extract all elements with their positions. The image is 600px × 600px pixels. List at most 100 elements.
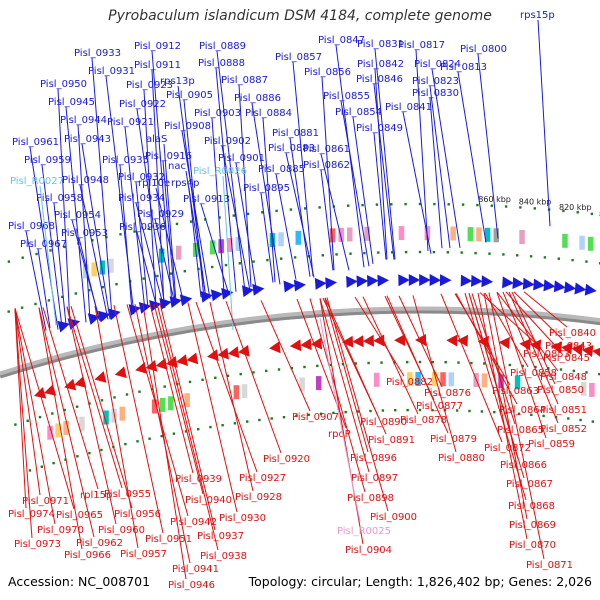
label-leader-line <box>14 309 41 496</box>
label-leader-line <box>42 307 99 490</box>
guide-ring-dot <box>184 430 188 433</box>
guide-ring-dot <box>375 203 379 206</box>
guide-ring-dot <box>508 363 511 367</box>
guide-ring-dot <box>88 402 91 405</box>
gene-label-pisl-0880: Pisl_0880 <box>438 453 485 464</box>
reverse-gene-arrow <box>114 366 127 379</box>
label-leader-line <box>251 102 281 285</box>
label-leader-line <box>215 67 237 292</box>
forward-color-block <box>99 260 106 275</box>
guide-ring-dot <box>88 289 91 292</box>
label-leader-line <box>471 293 516 425</box>
gene-label-pisl-0862: Pisl_0862 <box>303 160 350 171</box>
reverse-gene-arrow <box>289 339 302 352</box>
gene-label-pisl-0953: Pisl_0953 <box>61 228 108 239</box>
forward-gene-arrow <box>283 280 296 293</box>
guide-ring-dot <box>188 380 192 384</box>
guide-ring-dot <box>35 252 38 256</box>
gene-label-pisl-r0026: Pisl_R0026 <box>193 166 247 177</box>
gene-label-pisl-0941: Pisl_0941 <box>172 564 219 575</box>
forward-color-block <box>269 233 276 248</box>
label-leader-line <box>65 106 87 323</box>
gene-label-pisl-0960: Pisl_0960 <box>98 525 145 536</box>
gene-label-pisl-0898: Pisl_0898 <box>347 493 394 504</box>
gene-label-pisl-0930: Pisl_0930 <box>219 513 266 524</box>
guide-ring-dot <box>125 393 129 396</box>
forward-gene-arrow <box>512 277 525 289</box>
guide-ring-dot <box>238 262 241 265</box>
label-leader-line <box>91 57 113 318</box>
gene-label-pisl-0877: Pisl_0877 <box>416 401 463 412</box>
reverse-gene-arrow <box>227 346 240 359</box>
gene-label-pisl-0886: Pisl_0886 <box>234 93 281 104</box>
gene-label-pisl-0950: Pisl_0950 <box>40 79 87 90</box>
label-leader-line <box>415 49 429 252</box>
gene-label-pisl-0868: Pisl_0868 <box>508 501 555 512</box>
guide-ring-dot <box>49 249 52 252</box>
label-leader-line <box>200 203 230 295</box>
label-leader-line <box>496 292 547 439</box>
gene-label-pisl-0948: Pisl_0948 <box>62 175 109 186</box>
guide-ring-dot <box>329 363 332 367</box>
gene-label-pisl-0961: Pisl_0961 <box>12 137 59 148</box>
gene-label-pisl-0974: Pisl_0974 <box>8 509 55 520</box>
forward-color-block <box>278 232 284 247</box>
gene-label-pisl-0888: Pisl_0888 <box>198 58 245 69</box>
guide-ring-dot <box>431 360 434 364</box>
gene-label-pisl-0871: Pisl_0871 <box>526 560 573 571</box>
guide-ring-dot <box>474 251 477 255</box>
guide-ring-dot <box>391 251 394 254</box>
guide-ring-dot <box>14 423 17 426</box>
reverse-gene-arrow <box>581 345 594 357</box>
guide-ring-dot <box>590 212 594 216</box>
gene-label-pisl-0954: Pisl_0954 <box>54 210 101 221</box>
guide-ring-dot <box>316 364 319 368</box>
label-leader-line <box>429 85 451 249</box>
gene-label-pisl-0907: Pisl_0907 <box>292 412 339 423</box>
guide-ring-dot <box>432 250 436 254</box>
gene-label-pisl-0971: Pisl_0971 <box>22 496 69 507</box>
gene-label-pisl-0800: Pisl_0800 <box>460 44 507 55</box>
guide-ring-dot <box>136 440 139 443</box>
gene-label-pisl-0911: Pisl_0911 <box>134 60 181 71</box>
label-leader-line <box>216 50 246 292</box>
label-leader-line <box>71 219 101 322</box>
guide-ring-dot <box>447 203 450 206</box>
accession-text: Accession: NC_008701 <box>8 574 151 589</box>
label-leader-line <box>374 68 388 260</box>
label-leader-line <box>136 231 158 308</box>
label-leader-line <box>94 305 139 549</box>
gene-label-pisl-0935: Pisl_0935 <box>102 155 149 166</box>
reverse-color-block <box>63 421 69 436</box>
guide-ring-dot <box>7 260 11 263</box>
label-leader-line <box>225 301 282 454</box>
guide-ring-dot <box>517 412 521 415</box>
gene-label-pisl-0932: Pisl_0932 <box>118 172 165 183</box>
forward-gene-arrow <box>533 278 545 291</box>
guide-ring-dot <box>562 209 565 213</box>
gene-label-pisl-0937: Pisl_0937 <box>197 531 244 542</box>
gene-label-pisl-0885: Pisl_0885 <box>258 164 305 175</box>
label-leader-line <box>484 292 529 368</box>
label-leader-line <box>149 304 194 474</box>
guide-ring-dot <box>148 437 151 440</box>
reverse-color-block <box>299 377 305 392</box>
guide-ring-dot <box>197 267 200 271</box>
gene-label-pisl-0884: Pisl_0884 <box>245 108 292 119</box>
gene-label-pisl-0959: Pisl_0959 <box>24 155 71 166</box>
gene-label-pisl-0863: Pisl_0863 <box>492 386 539 397</box>
guide-ring-dot <box>209 425 212 429</box>
label-leader-line <box>163 143 177 303</box>
gene-label-pisl-0867: Pisl_0867 <box>506 479 553 490</box>
guide-ring-dot <box>7 310 10 313</box>
label-leader-line <box>135 202 165 309</box>
guide-ring-dot <box>361 203 364 207</box>
reverse-color-block <box>514 375 521 390</box>
guide-ring-dot <box>63 408 66 412</box>
guide-ring-dot <box>293 256 297 259</box>
label-leader-line <box>319 298 370 473</box>
label-leader-line <box>134 304 191 564</box>
reverse-color-block <box>79 416 85 431</box>
gene-label-pisl-0922: Pisl_0922 <box>119 99 166 110</box>
forward-gene-arrow <box>346 275 358 288</box>
